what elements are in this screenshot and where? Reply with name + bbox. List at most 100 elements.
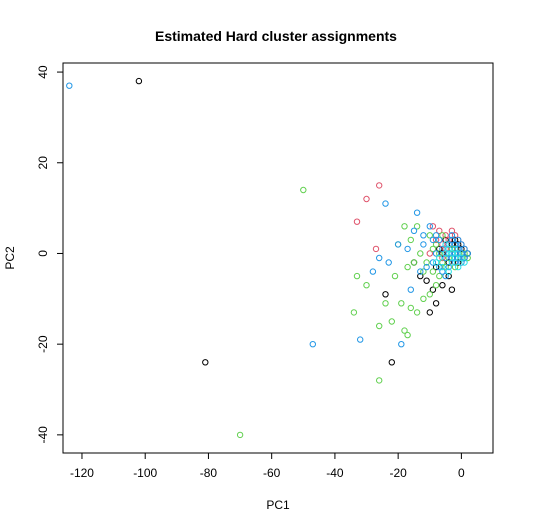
data-point-green bbox=[407, 236, 414, 244]
data-point-green bbox=[391, 272, 399, 280]
x-tick-label: -80 bbox=[200, 466, 218, 480]
data-point-blue bbox=[442, 272, 449, 280]
data-point-green bbox=[442, 263, 449, 271]
data-point-green bbox=[401, 327, 408, 334]
data-point-green bbox=[413, 309, 421, 316]
data-point-cyan bbox=[432, 259, 440, 266]
data-point-black bbox=[432, 300, 440, 307]
data-point-blue bbox=[436, 263, 443, 271]
data-point-blue bbox=[426, 223, 433, 230]
data-point-red bbox=[451, 232, 459, 239]
data-point-blue bbox=[382, 200, 389, 207]
data-point-blue bbox=[357, 336, 364, 343]
data-point-green bbox=[376, 377, 383, 384]
data-point-green bbox=[426, 291, 433, 298]
data-point-green bbox=[436, 272, 443, 280]
data-point-blue bbox=[439, 268, 446, 275]
data-point-green bbox=[376, 322, 383, 330]
data-point-green bbox=[300, 186, 307, 194]
data-point-blue bbox=[404, 245, 411, 253]
data-point-black bbox=[135, 77, 143, 85]
data-point-blue bbox=[369, 268, 377, 275]
data-point-red bbox=[429, 223, 437, 230]
plot-points bbox=[66, 77, 471, 439]
data-point-cyan bbox=[445, 268, 452, 275]
data-point-black bbox=[439, 250, 446, 257]
data-point-blue bbox=[410, 227, 418, 235]
data-point-black bbox=[458, 245, 465, 253]
data-point-cyan bbox=[445, 245, 452, 253]
data-point-red bbox=[363, 195, 370, 203]
data-point-blue bbox=[445, 241, 452, 248]
data-point-blue bbox=[461, 245, 468, 253]
data-point-cyan bbox=[455, 263, 462, 271]
data-point-blue bbox=[451, 250, 459, 257]
data-point-blue bbox=[432, 232, 440, 239]
x-tick-label: -60 bbox=[263, 466, 281, 480]
data-point-blue bbox=[407, 286, 414, 293]
x-tick-label: -120 bbox=[70, 466, 94, 480]
data-point-black bbox=[445, 259, 452, 266]
data-point-cyan bbox=[451, 245, 459, 253]
data-point-black bbox=[451, 236, 459, 244]
x-tick-label: -100 bbox=[133, 466, 157, 480]
data-point-red bbox=[442, 232, 449, 239]
data-point-green bbox=[451, 263, 459, 271]
data-point-black bbox=[423, 277, 430, 284]
data-point-blue bbox=[432, 250, 440, 257]
data-point-black bbox=[455, 259, 462, 266]
data-point-blue bbox=[448, 236, 456, 244]
data-point-blue bbox=[423, 263, 430, 271]
data-point-blue bbox=[448, 232, 456, 239]
data-point-red bbox=[445, 236, 452, 244]
data-point-red bbox=[448, 227, 456, 235]
data-point-black bbox=[448, 241, 456, 248]
data-point-black bbox=[388, 359, 395, 366]
data-point-cyan bbox=[458, 254, 465, 262]
data-point-cyan bbox=[448, 259, 456, 266]
chart-title: Estimated Hard cluster assignments bbox=[155, 28, 397, 44]
data-point-green bbox=[429, 245, 437, 253]
data-point-blue bbox=[385, 259, 392, 266]
data-point-cyan bbox=[442, 250, 449, 257]
data-point-black bbox=[202, 359, 209, 366]
data-point-black bbox=[426, 309, 433, 316]
data-point-green bbox=[388, 318, 395, 325]
data-point-red bbox=[426, 250, 433, 257]
data-point-red bbox=[442, 245, 449, 253]
data-point-cyan bbox=[461, 259, 468, 266]
data-point-blue bbox=[429, 236, 437, 244]
data-point-cyan bbox=[451, 254, 459, 262]
data-point-black bbox=[436, 245, 443, 253]
data-point-blue bbox=[413, 209, 421, 216]
data-point-black bbox=[432, 263, 440, 271]
data-point-blue bbox=[464, 250, 471, 257]
data-point-green bbox=[404, 263, 411, 271]
data-point-green bbox=[445, 254, 452, 262]
y-axis: -40 -20 0 20 40 bbox=[36, 65, 64, 444]
data-point-black bbox=[445, 272, 452, 280]
data-point-black bbox=[429, 286, 437, 293]
data-point-blue bbox=[458, 259, 465, 266]
data-point-blue bbox=[442, 254, 449, 262]
data-point-cyan bbox=[436, 254, 443, 262]
data-point-green bbox=[420, 295, 427, 302]
y-axis-label: PC2 bbox=[3, 246, 17, 270]
data-point-cyan bbox=[439, 263, 446, 271]
data-point-green bbox=[363, 282, 370, 289]
data-point-blue bbox=[439, 245, 446, 253]
x-tick-label: -20 bbox=[389, 466, 407, 480]
data-point-red bbox=[353, 218, 361, 225]
x-tick-label: 0 bbox=[458, 466, 465, 480]
data-point-blue bbox=[455, 236, 462, 244]
data-point-green bbox=[432, 241, 440, 248]
data-point-green bbox=[423, 259, 430, 266]
x-axis: -120 -100 -80 -60 -40 -20 0 bbox=[70, 452, 465, 480]
data-point-green bbox=[461, 250, 468, 257]
data-point-green bbox=[398, 300, 405, 307]
data-point-blue bbox=[417, 268, 424, 275]
data-point-green bbox=[410, 259, 418, 266]
data-point-red bbox=[432, 236, 440, 244]
data-point-green bbox=[417, 250, 424, 257]
y-tick-label: -20 bbox=[36, 335, 50, 353]
